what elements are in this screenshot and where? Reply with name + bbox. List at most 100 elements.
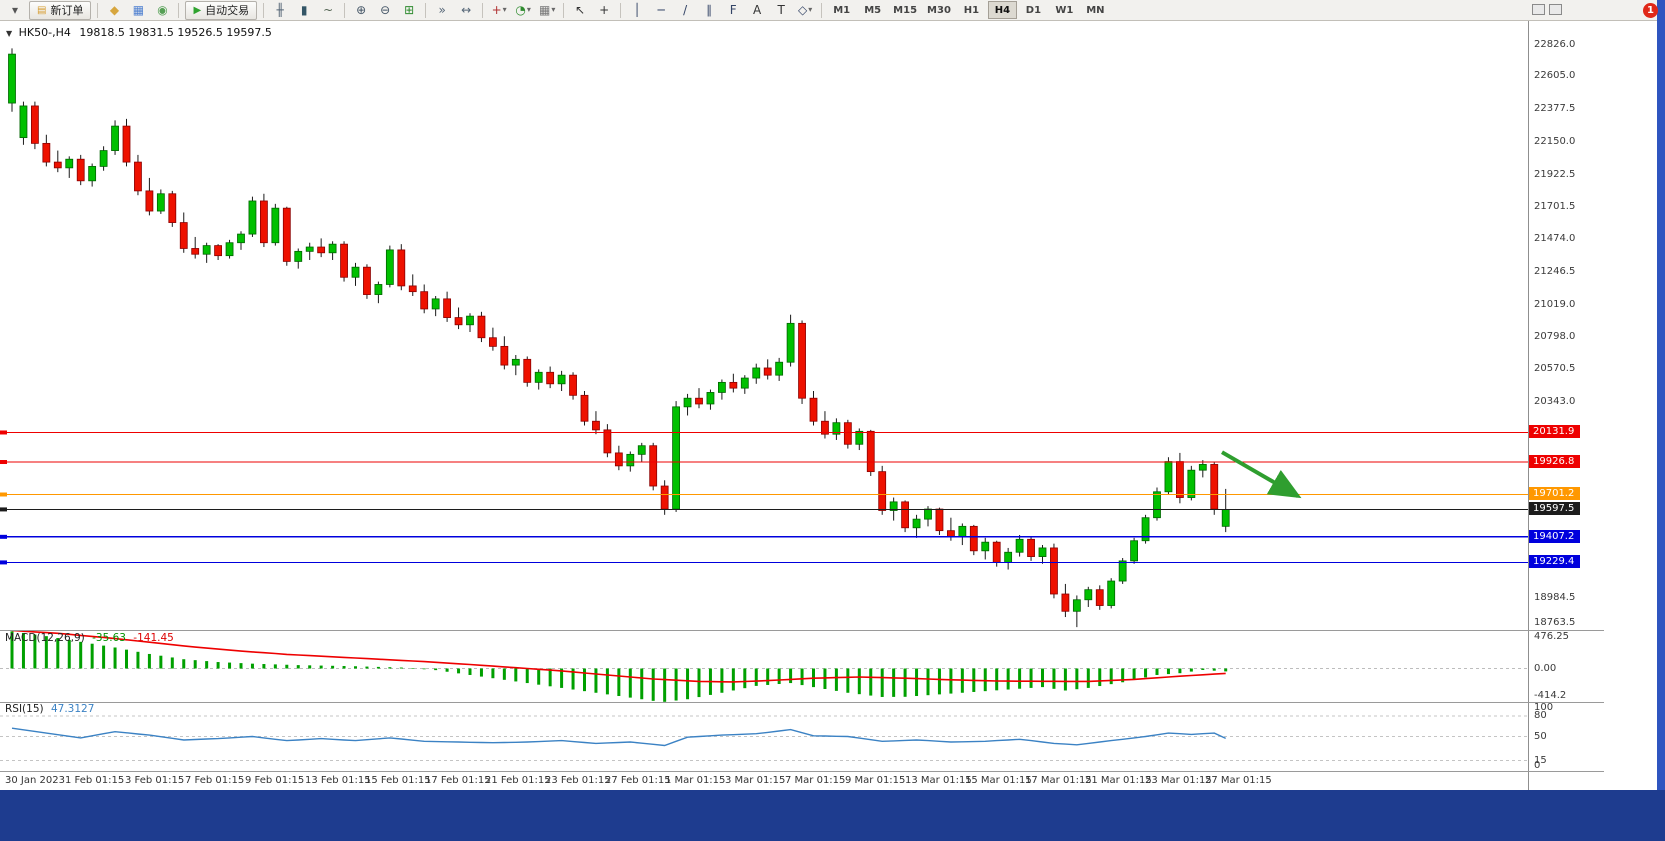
tile-windows-icon[interactable]: ⊞ bbox=[404, 3, 415, 17]
market-watch-icon[interactable]: ◆ bbox=[109, 3, 120, 17]
dropdown-caret-icon: ▾ bbox=[526, 5, 531, 14]
toolbar-separator bbox=[821, 2, 823, 18]
time-axis-label: 15 Feb 01:15 bbox=[365, 775, 431, 786]
timeframe-m1[interactable]: M1 bbox=[833, 4, 851, 16]
macd-axis-label: -414.2 bbox=[1534, 690, 1567, 701]
time-axis-label: 13 Feb 01:15 bbox=[305, 775, 371, 786]
time-axis-label: 21 Mar 01:15 bbox=[1085, 775, 1152, 786]
bottom-taskbar[interactable] bbox=[0, 790, 1665, 841]
price-tag-20131.9: 20131.9 bbox=[1529, 425, 1580, 439]
toolbar-separator bbox=[563, 2, 565, 18]
window-edge-strip bbox=[1657, 0, 1665, 790]
trendline-icon[interactable]: / bbox=[683, 3, 688, 17]
toolbar-separator bbox=[178, 2, 180, 18]
zoom-out-icon[interactable]: ⊖ bbox=[380, 3, 391, 17]
time-axis-label: 3 Feb 01:15 bbox=[125, 775, 185, 786]
timeframe-m15[interactable]: M15 bbox=[893, 4, 918, 16]
autotrading-button-label: 自动交易 bbox=[205, 4, 250, 17]
shapes-dropdown[interactable]: ◇ ▾ bbox=[794, 1, 816, 20]
label-icon[interactable]: T bbox=[777, 3, 785, 17]
dock-window-icon-2[interactable] bbox=[1549, 4, 1562, 15]
dock-window-icon-1[interactable] bbox=[1532, 4, 1545, 15]
crosshair-icon[interactable]: + bbox=[599, 3, 610, 17]
ohlc-values: 19818.5 19831.5 19526.5 19597.5 bbox=[79, 26, 272, 39]
chart-context-icon[interactable]: ▾ bbox=[11, 3, 19, 17]
horizontal-line-icon[interactable]: ─ bbox=[657, 3, 665, 17]
template-dropdown[interactable]: ▦ ▾ bbox=[536, 1, 558, 20]
toolbar-separator bbox=[97, 2, 99, 18]
add-indicator-dropdown[interactable]: + ▾ bbox=[488, 1, 510, 20]
timeframe-mn[interactable]: MN bbox=[1086, 4, 1105, 16]
macd-signal-value: -141.45 bbox=[133, 632, 174, 644]
cursor-icon[interactable]: ↖ bbox=[575, 3, 586, 17]
chart-shift-icon[interactable]: ↔ bbox=[461, 3, 472, 17]
macd-panel-separator bbox=[0, 630, 1604, 631]
rsi-axis-label: 15 bbox=[1534, 754, 1547, 766]
macd-indicator-label: MACD(12,26,9) -35.63 -141.45 bbox=[5, 632, 174, 644]
text-icon[interactable]: A bbox=[753, 3, 762, 17]
price-axis-label: 22150.0 bbox=[1534, 135, 1576, 147]
vertical-line-icon[interactable]: │ bbox=[633, 3, 641, 17]
timeframe-m5[interactable]: M5 bbox=[864, 4, 882, 16]
toolbar-separator bbox=[344, 2, 346, 18]
rsi-value: 47.3127 bbox=[50, 703, 95, 715]
toolbar-separator bbox=[620, 2, 622, 18]
template-dropdown-glyph: ▦ bbox=[538, 3, 551, 17]
candles-layer bbox=[8, 48, 1230, 628]
price-axis-label: 21922.5 bbox=[1534, 168, 1576, 180]
time-axis-label: 1 Feb 01:15 bbox=[65, 775, 125, 786]
top-toolbar: ▾ ▤ 新订单 ◆ ▦ ◉ ▶ 自动交易 ╫ ▮ ~ ⊕ ⊖ ⊞» ↔ + ▾ ◔ ▾ ▦ ▾ ↖ + │ ─ / ∥ F A T ◇ ▾ M1… bbox=[0, 0, 1665, 21]
time-axis-label: 27 Feb 01:15 bbox=[605, 775, 671, 786]
timeframe-h4[interactable]: H4 bbox=[987, 1, 1017, 19]
price-axis-label: 20798.0 bbox=[1534, 330, 1576, 342]
timeframe-w1[interactable]: W1 bbox=[1055, 4, 1074, 16]
price-axis-label: 21246.5 bbox=[1534, 266, 1576, 277]
navigator-icon[interactable]: ◉ bbox=[157, 3, 168, 17]
price-axis-label: 20570.5 bbox=[1534, 363, 1576, 375]
time-axis-label: 17 Mar 01:15 bbox=[1025, 775, 1092, 786]
channel-icon[interactable]: ∥ bbox=[706, 3, 713, 17]
rsi-axis-label: 80 bbox=[1534, 709, 1547, 721]
price-axis-label: 21474.0 bbox=[1534, 233, 1576, 245]
dropdown-caret-icon: ▾ bbox=[502, 5, 507, 14]
toolbar-separator bbox=[425, 2, 427, 18]
add-indicator-dropdown-glyph: + bbox=[491, 3, 502, 17]
trend-arrow-object[interactable] bbox=[1220, 450, 1302, 499]
price-tag-19597.5: 19597.5 bbox=[1529, 502, 1580, 516]
autoscroll-icon[interactable]: » bbox=[438, 3, 446, 17]
main-chart-plot[interactable] bbox=[0, 21, 1528, 630]
price-axis-label: 18763.5 bbox=[1534, 617, 1576, 628]
rsi-panel-plot[interactable] bbox=[0, 702, 1528, 771]
new-order-button[interactable]: ▤ 新订单 bbox=[29, 0, 92, 20]
time-axis-label: 9 Mar 01:15 bbox=[845, 775, 906, 786]
bar-chart-type-icon[interactable]: ╫ bbox=[276, 3, 284, 17]
price-tag-19701.2: 19701.2 bbox=[1529, 487, 1580, 501]
price-axis-label: 22826.0 bbox=[1534, 38, 1576, 50]
timeframe-d1[interactable]: D1 bbox=[1025, 4, 1042, 16]
rsi-indicator-label: RSI(15) 47.3127 bbox=[5, 703, 95, 715]
timeframe-h1[interactable]: H1 bbox=[963, 4, 980, 16]
time-axis-label: 30 Jan 2023 bbox=[5, 775, 65, 786]
time-axis-label: 9 Feb 01:15 bbox=[245, 775, 305, 786]
notification-badge[interactable]: 1 bbox=[1643, 3, 1658, 18]
candlestick-type-icon[interactable]: ▮ bbox=[300, 3, 308, 17]
time-axis-label: 13 Mar 01:15 bbox=[905, 775, 972, 786]
data-window-icon[interactable]: ▦ bbox=[132, 3, 145, 17]
autotrading-button[interactable]: ▶ 自动交易 bbox=[185, 0, 258, 20]
line-chart-type-icon[interactable]: ~ bbox=[323, 3, 334, 17]
macd-panel-plot[interactable] bbox=[0, 630, 1528, 702]
collapse-arrow-icon[interactable]: ▼ bbox=[6, 29, 13, 38]
macd-histogram bbox=[10, 631, 1228, 702]
shapes-dropdown-glyph: ◇ bbox=[798, 3, 808, 17]
zoom-in-icon[interactable]: ⊕ bbox=[356, 3, 367, 17]
price-axis: 22826.0 22605.0 22377.5 22150.0 21922.5 21701… bbox=[1528, 21, 1604, 790]
period-dropdown-glyph: ◔ bbox=[515, 3, 526, 17]
period-dropdown[interactable]: ◔ ▾ bbox=[512, 1, 534, 20]
time-axis-label: 7 Feb 01:15 bbox=[185, 775, 245, 786]
timeframe-m30[interactable]: M30 bbox=[927, 4, 951, 16]
price-tag-19926.8: 19926.8 bbox=[1529, 455, 1580, 468]
new-order-button-icon: ▤ bbox=[37, 4, 47, 16]
price-axis-label: 21701.5 bbox=[1534, 200, 1576, 212]
fibonacci-icon[interactable]: F bbox=[729, 3, 737, 17]
time-axis-separator bbox=[0, 771, 1604, 772]
